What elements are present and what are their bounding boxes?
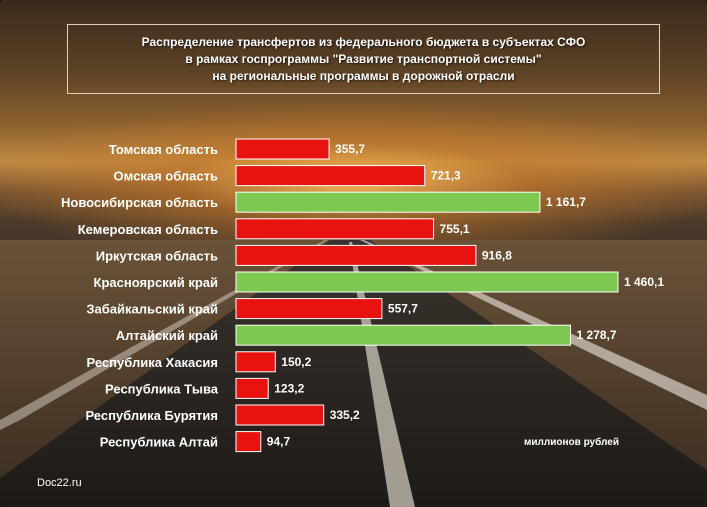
chart-title-line-2: в рамках госпрограммы "Развитие транспор… bbox=[185, 51, 542, 66]
bar bbox=[235, 138, 330, 160]
category-label: Иркутская область bbox=[96, 248, 218, 263]
chart-title-line-3: на региональные программы в дорожной отр… bbox=[212, 68, 515, 83]
bar bbox=[235, 351, 276, 373]
value-label: 335,2 bbox=[330, 408, 360, 422]
bar bbox=[235, 165, 426, 187]
category-label: Республика Алтай bbox=[100, 435, 218, 450]
bar bbox=[235, 324, 572, 346]
chart-title-line-1: Распределение трансфертов из федеральног… bbox=[141, 34, 586, 49]
category-label: Новосибирская область bbox=[61, 195, 218, 210]
value-label: 1 460,1 bbox=[624, 275, 664, 289]
bar bbox=[235, 244, 477, 266]
value-label: 916,8 bbox=[482, 248, 512, 262]
value-label: 123,2 bbox=[274, 381, 304, 395]
value-label: 755,1 bbox=[440, 222, 470, 236]
category-label: Омская область bbox=[114, 169, 218, 184]
category-label: Алтайский край bbox=[116, 328, 218, 343]
category-label: Красноярский край bbox=[94, 275, 218, 290]
value-label: 94,7 bbox=[267, 435, 291, 449]
bar bbox=[235, 191, 541, 213]
value-label: 557,7 bbox=[388, 302, 418, 316]
category-label: Томская область bbox=[109, 142, 218, 157]
value-label: 1 161,7 bbox=[546, 195, 586, 209]
bar bbox=[235, 271, 619, 293]
value-label: 1 278,7 bbox=[577, 328, 617, 342]
category-label: Республика Бурятия bbox=[85, 408, 218, 423]
category-label: Республика Тыва bbox=[105, 381, 219, 396]
bar bbox=[235, 404, 325, 426]
value-label: 355,7 bbox=[335, 142, 365, 156]
bar bbox=[235, 218, 435, 240]
value-label: 150,2 bbox=[281, 355, 311, 369]
units-label: миллионов рублей bbox=[524, 437, 619, 448]
bar bbox=[235, 298, 383, 320]
source-label: Doc22.ru bbox=[37, 477, 82, 489]
chart-title-box: Распределение трансфертов из федеральног… bbox=[67, 24, 660, 94]
bar bbox=[235, 431, 262, 453]
category-label: Забайкальский край bbox=[86, 302, 218, 317]
category-label: Республика Хакасия bbox=[87, 355, 218, 370]
value-label: 721,3 bbox=[431, 169, 461, 183]
category-label: Кемеровская область bbox=[78, 222, 218, 237]
bar bbox=[235, 377, 269, 399]
